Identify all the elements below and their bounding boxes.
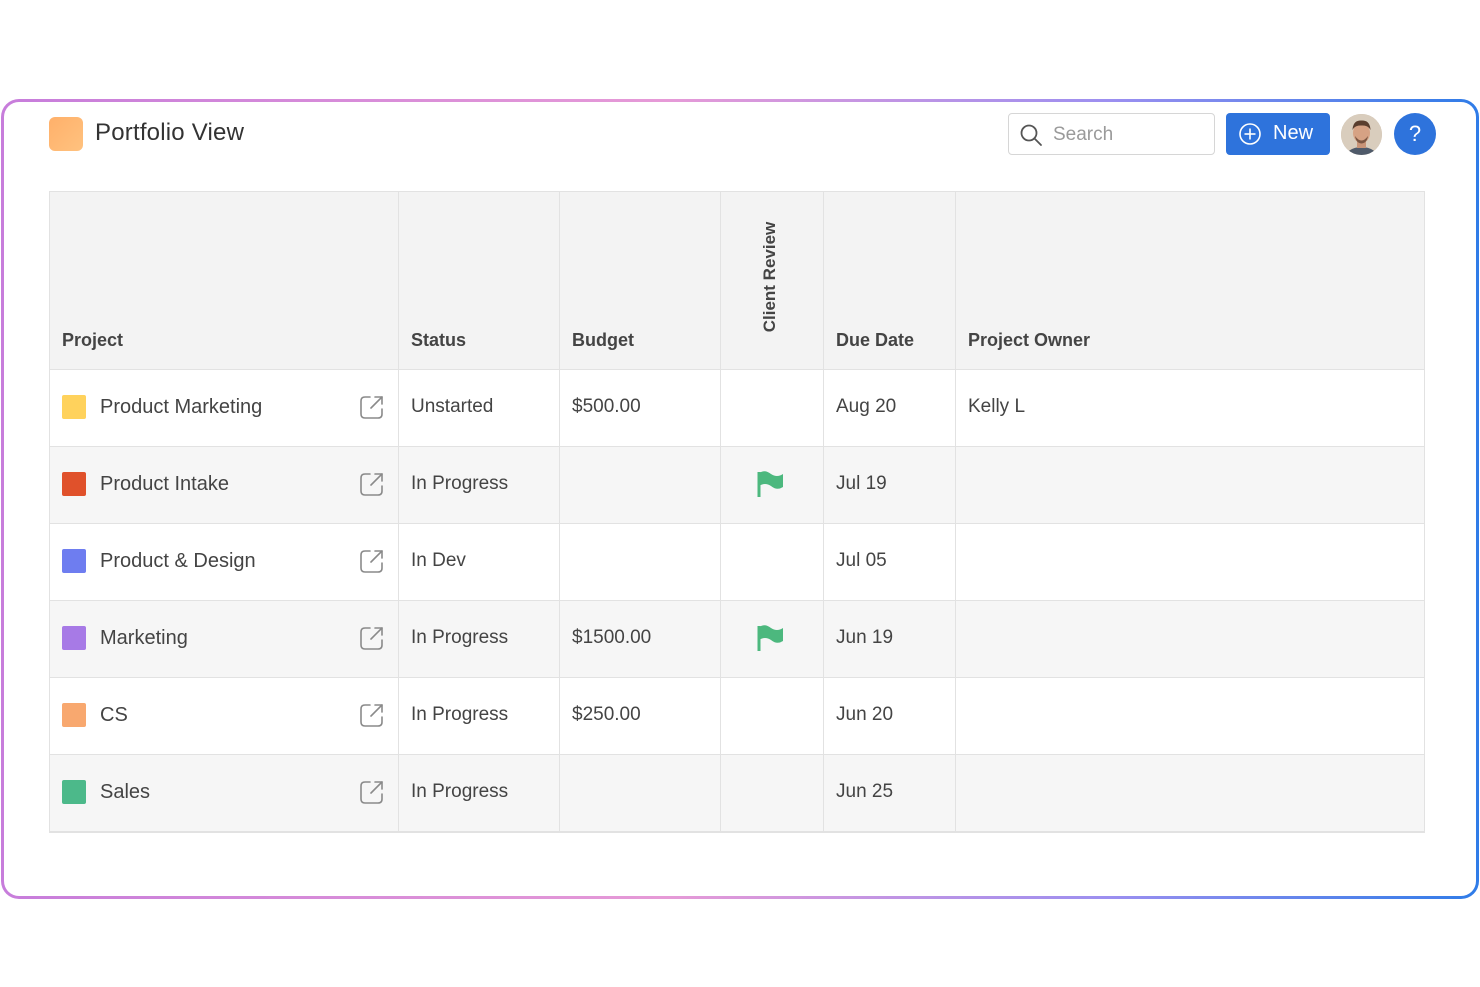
column-divider xyxy=(559,192,560,832)
due-date-cell[interactable]: Jun 19 xyxy=(836,627,894,648)
table-row[interactable]: Product Marketing Unstarted $500.00 Aug 20 K… xyxy=(50,370,1424,447)
portfolio-table: Project Status Budget Client Review Due … xyxy=(49,191,1425,833)
plus-circle-icon xyxy=(1239,123,1261,145)
due-date-cell[interactable]: Jun 20 xyxy=(836,704,894,725)
flag-icon[interactable] xyxy=(756,470,786,498)
table-row[interactable]: CS In Progress $250.00 Jun 20 xyxy=(50,678,1424,755)
column-divider xyxy=(398,192,399,832)
open-external-icon[interactable] xyxy=(358,624,386,652)
project-name[interactable]: Sales xyxy=(100,781,151,803)
app-logo-icon xyxy=(49,117,83,151)
project-color-swatch xyxy=(62,472,86,496)
table-row[interactable]: Product Intake In Progress Jul 19 xyxy=(50,447,1424,524)
open-external-icon[interactable] xyxy=(358,701,386,729)
user-avatar[interactable] xyxy=(1341,114,1382,155)
column-header-project[interactable]: Project xyxy=(62,330,124,350)
due-date-cell[interactable]: Jun 25 xyxy=(836,781,894,802)
budget-cell[interactable]: $250.00 xyxy=(572,704,641,725)
column-header-due-date[interactable]: Due Date xyxy=(836,330,915,350)
status-cell[interactable]: In Progress xyxy=(411,704,509,725)
help-button[interactable]: ? xyxy=(1394,113,1436,155)
project-owner-cell[interactable]: Kelly L xyxy=(968,396,1026,417)
status-cell[interactable]: In Progress xyxy=(411,781,509,802)
due-date-cell[interactable]: Jul 05 xyxy=(836,550,887,571)
status-cell[interactable]: In Dev xyxy=(411,550,466,571)
search-input[interactable] xyxy=(1051,120,1210,150)
column-divider xyxy=(823,192,824,832)
column-header-status[interactable]: Status xyxy=(411,330,467,350)
project-name[interactable]: Product & Design xyxy=(100,550,256,572)
page-title: Portfolio View xyxy=(95,119,245,146)
search-box[interactable] xyxy=(1008,113,1215,155)
due-date-cell[interactable]: Aug 20 xyxy=(836,396,897,417)
column-header-project-owner[interactable]: Project Owner xyxy=(968,330,1091,350)
open-external-icon[interactable] xyxy=(358,470,386,498)
budget-cell[interactable]: $500.00 xyxy=(572,396,641,417)
project-name[interactable]: Marketing xyxy=(100,627,188,649)
app-window: Portfolio View New xyxy=(4,102,1476,896)
project-name[interactable]: CS xyxy=(100,704,128,726)
open-external-icon[interactable] xyxy=(358,393,386,421)
project-color-swatch xyxy=(62,549,86,573)
table-row[interactable]: Product & Design In Dev Jul 05 xyxy=(50,524,1424,601)
status-cell[interactable]: In Progress xyxy=(411,473,509,494)
new-button-label: New xyxy=(1273,122,1314,144)
project-color-swatch xyxy=(62,395,86,419)
app-window-border: Portfolio View New xyxy=(1,99,1479,899)
table-row[interactable]: Sales In Progress Jun 25 xyxy=(50,755,1424,832)
status-cell[interactable]: In Progress xyxy=(411,627,509,648)
column-header-client-review[interactable]: Client Review xyxy=(755,217,785,347)
column-header-budget[interactable]: Budget xyxy=(572,330,634,350)
project-color-swatch xyxy=(62,780,86,804)
budget-cell[interactable]: $1500.00 xyxy=(572,627,652,648)
avatar-image xyxy=(1341,114,1382,155)
table-row[interactable]: Marketing In Progress $1500.00 Jun 19 xyxy=(50,601,1424,678)
open-external-icon[interactable] xyxy=(358,547,386,575)
due-date-cell[interactable]: Jul 19 xyxy=(836,473,887,494)
flag-icon[interactable] xyxy=(756,624,786,652)
new-button[interactable]: New xyxy=(1226,113,1330,155)
project-name[interactable]: Product Intake xyxy=(100,473,229,495)
project-name[interactable]: Product Marketing xyxy=(100,396,263,418)
project-color-swatch xyxy=(62,703,86,727)
column-divider xyxy=(955,192,956,832)
project-color-swatch xyxy=(62,626,86,650)
column-header-client-review-label: Client Review xyxy=(760,221,779,333)
column-divider xyxy=(720,192,721,832)
table-header: Project Status Budget Client Review Due … xyxy=(50,192,1424,370)
search-icon xyxy=(1020,124,1042,146)
status-cell[interactable]: Unstarted xyxy=(411,396,494,417)
open-external-icon[interactable] xyxy=(358,778,386,806)
